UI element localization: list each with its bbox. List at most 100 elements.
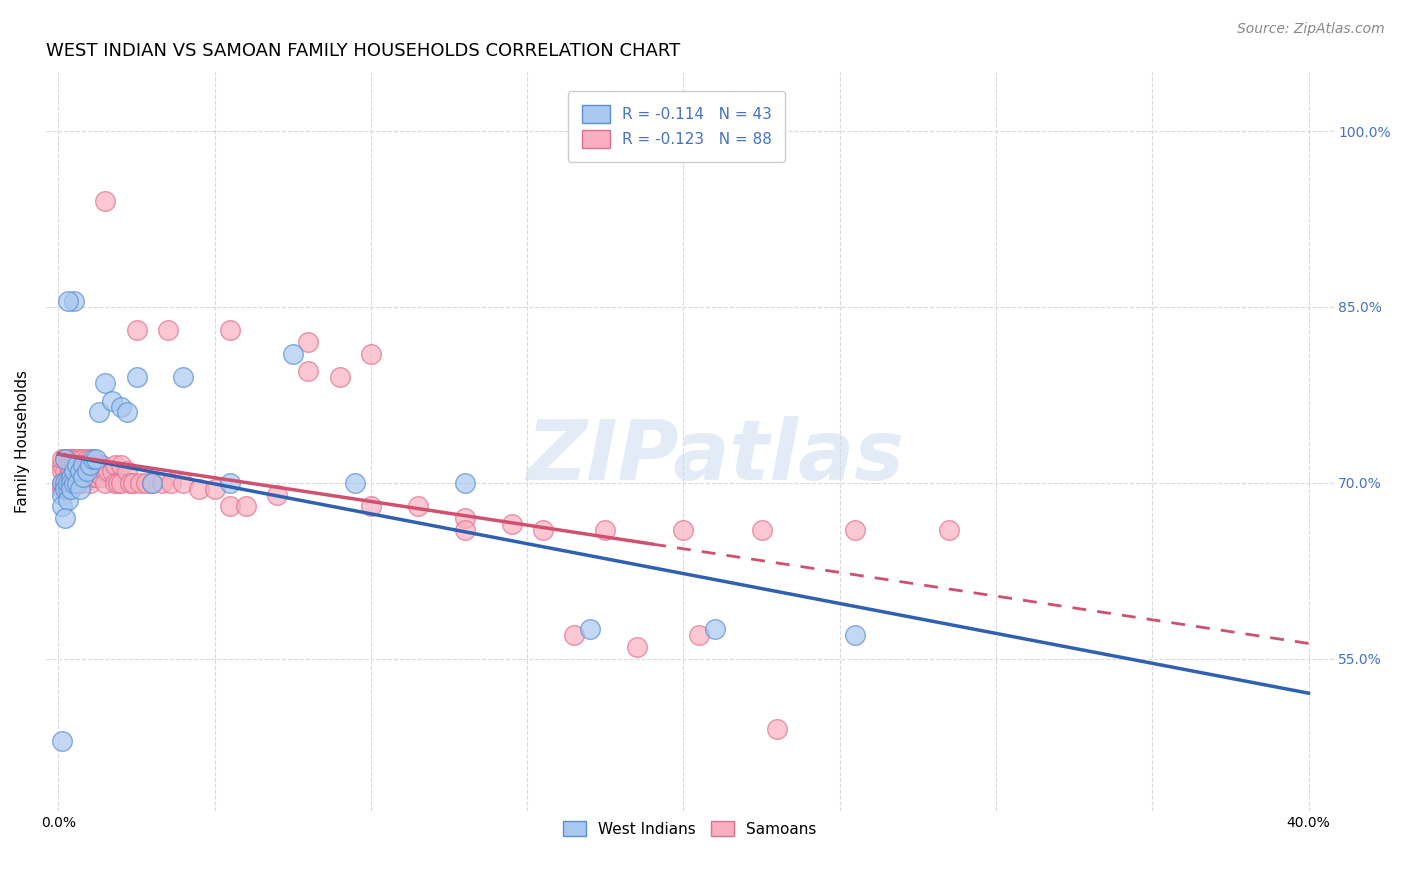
Point bbox=[297, 364, 319, 378]
Point bbox=[281, 347, 304, 361]
Point bbox=[160, 475, 183, 490]
Point bbox=[82, 470, 104, 484]
Point bbox=[76, 452, 98, 467]
Point bbox=[531, 523, 554, 537]
Point bbox=[454, 475, 477, 490]
Point bbox=[91, 470, 114, 484]
Point bbox=[53, 511, 76, 525]
Point bbox=[63, 475, 86, 490]
Point bbox=[235, 500, 257, 514]
Text: ZIPatlas: ZIPatlas bbox=[527, 416, 904, 497]
Point bbox=[69, 482, 91, 496]
Point bbox=[59, 482, 82, 496]
Point bbox=[454, 511, 477, 525]
Point bbox=[125, 323, 148, 337]
Point bbox=[204, 482, 226, 496]
Point bbox=[82, 452, 104, 467]
Point bbox=[938, 523, 960, 537]
Point bbox=[53, 482, 76, 496]
Point bbox=[56, 470, 79, 484]
Point bbox=[688, 628, 710, 642]
Point bbox=[329, 370, 352, 384]
Point bbox=[406, 500, 429, 514]
Point bbox=[104, 458, 127, 473]
Point bbox=[59, 458, 82, 473]
Point bbox=[69, 475, 91, 490]
Point bbox=[84, 470, 107, 484]
Point bbox=[219, 323, 242, 337]
Point bbox=[59, 475, 82, 490]
Point bbox=[72, 464, 94, 478]
Point bbox=[104, 475, 127, 490]
Point bbox=[501, 516, 523, 531]
Point bbox=[141, 475, 163, 490]
Point bbox=[56, 452, 79, 467]
Point bbox=[79, 452, 101, 467]
Point bbox=[141, 475, 163, 490]
Point bbox=[51, 475, 73, 490]
Point bbox=[76, 464, 98, 478]
Point bbox=[172, 370, 194, 384]
Point bbox=[91, 458, 114, 473]
Y-axis label: Family Households: Family Households bbox=[15, 370, 30, 513]
Point bbox=[53, 482, 76, 496]
Point bbox=[82, 458, 104, 473]
Point bbox=[128, 475, 150, 490]
Point bbox=[72, 470, 94, 484]
Point bbox=[59, 452, 82, 467]
Point bbox=[51, 458, 73, 473]
Point bbox=[51, 475, 73, 490]
Point bbox=[172, 475, 194, 490]
Point bbox=[63, 470, 86, 484]
Point bbox=[84, 458, 107, 473]
Point bbox=[51, 734, 73, 748]
Point bbox=[53, 475, 76, 490]
Point bbox=[360, 347, 382, 361]
Point bbox=[51, 464, 73, 478]
Point bbox=[125, 370, 148, 384]
Point bbox=[595, 523, 617, 537]
Point bbox=[56, 475, 79, 490]
Point bbox=[84, 452, 107, 467]
Point bbox=[110, 458, 132, 473]
Point bbox=[69, 464, 91, 478]
Point bbox=[703, 623, 725, 637]
Point bbox=[94, 475, 117, 490]
Text: WEST INDIAN VS SAMOAN FAMILY HOUSEHOLDS CORRELATION CHART: WEST INDIAN VS SAMOAN FAMILY HOUSEHOLDS … bbox=[46, 42, 681, 60]
Point bbox=[79, 458, 101, 473]
Point bbox=[100, 393, 122, 408]
Point bbox=[626, 640, 648, 654]
Point bbox=[51, 500, 73, 514]
Point bbox=[94, 464, 117, 478]
Point bbox=[56, 493, 79, 508]
Point bbox=[87, 458, 110, 473]
Point bbox=[63, 464, 86, 478]
Point bbox=[844, 628, 866, 642]
Point bbox=[97, 464, 120, 478]
Point bbox=[115, 405, 138, 419]
Point bbox=[188, 482, 211, 496]
Point bbox=[66, 458, 89, 473]
Point bbox=[51, 452, 73, 467]
Point bbox=[266, 487, 288, 501]
Point bbox=[69, 464, 91, 478]
Point bbox=[72, 458, 94, 473]
Point bbox=[766, 722, 789, 736]
Point bbox=[53, 475, 76, 490]
Point bbox=[79, 458, 101, 473]
Point bbox=[63, 475, 86, 490]
Point bbox=[53, 452, 76, 467]
Point bbox=[63, 452, 86, 467]
Point bbox=[578, 623, 600, 637]
Point bbox=[94, 376, 117, 391]
Point bbox=[672, 523, 695, 537]
Point bbox=[72, 475, 94, 490]
Point bbox=[56, 294, 79, 309]
Point bbox=[66, 458, 89, 473]
Point bbox=[94, 194, 117, 209]
Point bbox=[344, 475, 367, 490]
Point bbox=[59, 464, 82, 478]
Point bbox=[150, 475, 173, 490]
Text: Source: ZipAtlas.com: Source: ZipAtlas.com bbox=[1237, 22, 1385, 37]
Point bbox=[751, 523, 773, 537]
